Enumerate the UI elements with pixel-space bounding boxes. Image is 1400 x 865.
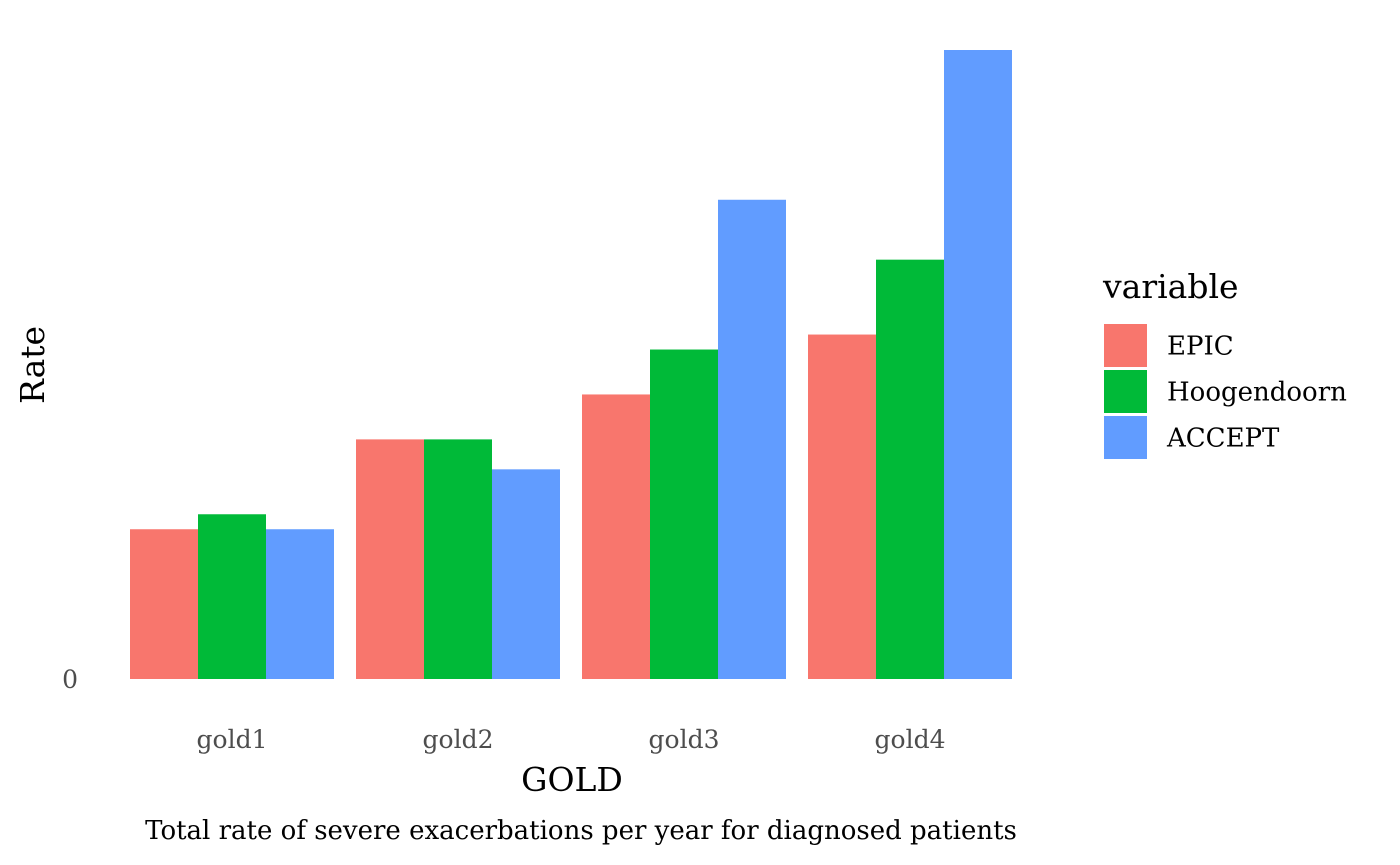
bar-hoogendoorn-gold3	[650, 349, 718, 679]
x-tick-label-gold2: gold2	[423, 725, 494, 754]
x-axis-ticks: gold1 gold2 gold3 gold4	[197, 725, 946, 754]
legend: variable EPIC Hoogendoorn ACCEPT	[1102, 267, 1347, 459]
legend-key-epic	[1104, 324, 1147, 367]
legend-title: variable	[1102, 267, 1239, 306]
legend-label-accept: ACCEPT	[1166, 424, 1280, 454]
bar-epic-gold4	[808, 334, 876, 679]
bar-hoogendoorn-gold4	[876, 259, 944, 679]
legend-label-hoogendoorn: Hoogendoorn	[1167, 378, 1347, 408]
bars-layer	[130, 50, 1012, 679]
bar-epic-gold1	[130, 529, 198, 679]
x-axis-title: GOLD	[521, 760, 623, 799]
legend-items: EPIC Hoogendoorn ACCEPT	[1104, 324, 1347, 459]
y-axis-title: Rate	[13, 326, 52, 404]
bar-accept-gold1	[266, 529, 334, 679]
chart-caption: Total rate of severe exacerbations per y…	[145, 816, 1017, 846]
legend-key-hoogendoorn	[1104, 370, 1147, 413]
bar-accept-gold2	[492, 469, 560, 679]
bar-accept-gold3	[718, 199, 786, 679]
y-axis-ticks: 0	[62, 665, 78, 694]
x-tick-label-gold1: gold1	[197, 725, 268, 754]
x-tick-label-gold4: gold4	[875, 725, 946, 754]
bar-hoogendoorn-gold1	[198, 514, 266, 679]
bar-accept-gold4	[944, 50, 1012, 679]
bar-epic-gold3	[582, 394, 650, 679]
y-tick-label: 0	[62, 665, 78, 694]
legend-label-epic: EPIC	[1167, 332, 1234, 362]
legend-key-accept	[1104, 416, 1147, 459]
bar-hoogendoorn-gold2	[424, 439, 492, 679]
bar-epic-gold2	[356, 439, 424, 679]
x-tick-label-gold3: gold3	[649, 725, 720, 754]
